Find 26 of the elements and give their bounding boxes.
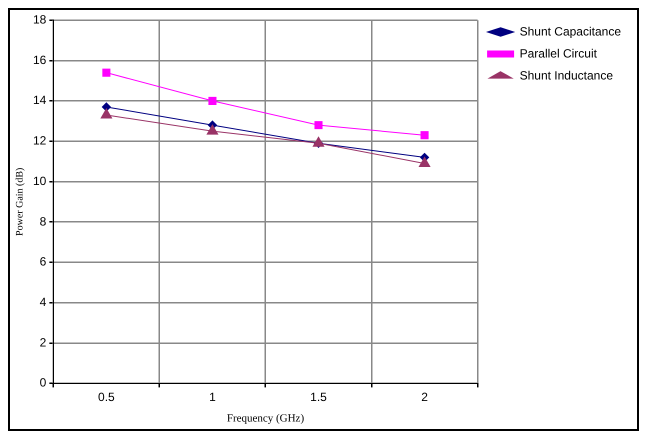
x-tick-label: 1.5 xyxy=(310,390,328,404)
point xyxy=(100,108,112,119)
y-tick-label: 10 xyxy=(32,174,47,188)
x-axis-title: Frequency (GHz) xyxy=(226,412,304,424)
x-tick-label: 0.5 xyxy=(98,390,116,404)
y-tick-label: 8 xyxy=(40,214,47,228)
point xyxy=(206,124,218,135)
x-tick-label: 2 xyxy=(421,390,428,404)
point xyxy=(314,121,323,130)
point xyxy=(208,96,216,105)
point xyxy=(420,131,429,140)
legend-label: Parallel Circuit xyxy=(520,46,598,60)
y-tick-label: 6 xyxy=(40,254,47,269)
y-tick-label: 4 xyxy=(40,295,47,309)
y-tick-label: 0 xyxy=(40,376,47,390)
point xyxy=(102,68,110,77)
legend-label: Shunt Capacitance xyxy=(520,24,622,38)
legend-label: Shunt Inductance xyxy=(520,68,614,82)
x-tick-label: 1 xyxy=(209,390,216,404)
point xyxy=(418,156,430,167)
y-tick-label: 14 xyxy=(32,93,47,108)
y-tick-label: 12 xyxy=(32,134,47,148)
y-axis-title: Power Gain (dB) xyxy=(14,168,26,236)
y-tick-label: 16 xyxy=(32,52,47,67)
y-tick-label: 18 xyxy=(32,12,47,27)
y-tick-label: 2 xyxy=(40,335,47,350)
